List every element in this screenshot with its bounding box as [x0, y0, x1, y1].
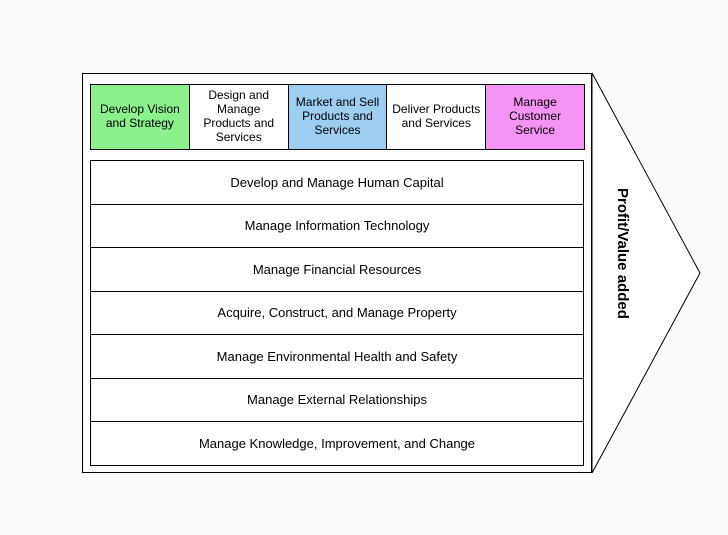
arrow-label: Profit/Value added — [614, 188, 631, 319]
support-process-row: Manage Environmental Health and Safety — [90, 334, 584, 379]
top-process-cell: Manage Customer Service — [485, 84, 585, 150]
support-process-row: Manage Knowledge, Improvement, and Chang… — [90, 421, 584, 466]
top-process-cell: Deliver Products and Services — [386, 84, 486, 150]
diagram-canvas: Develop Vision and StrategyDesign and Ma… — [0, 0, 728, 535]
support-process-row: Manage Financial Resources — [90, 247, 584, 292]
top-process-cell: Develop Vision and Strategy — [90, 84, 190, 150]
top-process-cell: Market and Sell Products and Services — [288, 84, 388, 150]
support-process-row: Develop and Manage Human Capital — [90, 160, 584, 205]
support-process-row: Manage Information Technology — [90, 204, 584, 249]
top-process-cell: Design and Manage Products and Services — [189, 84, 289, 150]
support-process-row: Manage External Relationships — [90, 378, 584, 423]
support-process-row: Acquire, Construct, and Manage Property — [90, 291, 584, 336]
